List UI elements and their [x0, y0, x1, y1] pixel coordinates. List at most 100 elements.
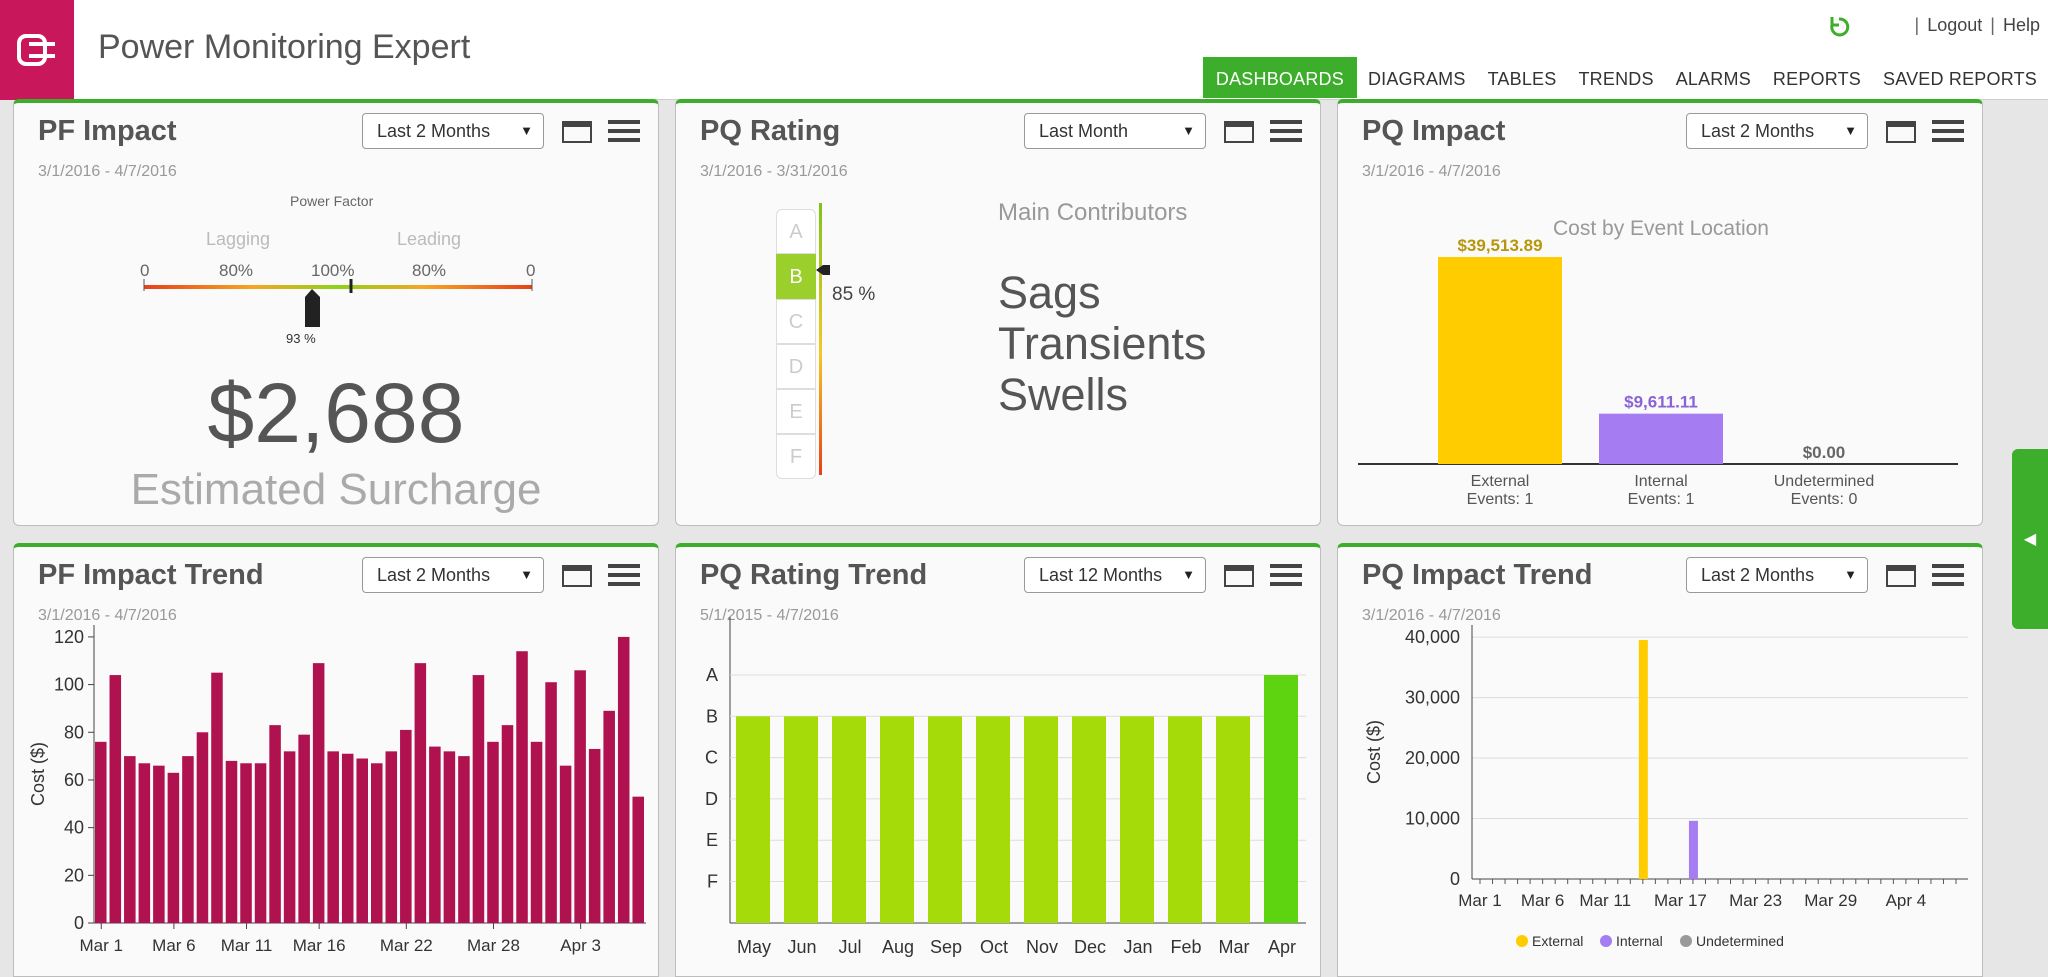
date-range: 3/1/2016 - 4/7/2016 — [1362, 607, 1501, 624]
period-select[interactable]: Last Month ▼ — [1024, 113, 1206, 149]
x-tick-label: Jun — [787, 937, 816, 957]
bar — [1264, 675, 1298, 923]
period-select[interactable]: Last 12 Months ▼ — [1024, 557, 1206, 593]
x-tick-label: Feb — [1170, 937, 1201, 957]
x-tick-label: Dec — [1074, 937, 1106, 957]
chart-title: Cost by Event Location — [1553, 217, 1769, 240]
maximize-icon[interactable] — [562, 565, 592, 587]
app-logo[interactable] — [0, 0, 74, 100]
nav-reports[interactable]: REPORTS — [1772, 69, 1862, 89]
panel-title: PQ Rating Trend — [700, 559, 928, 591]
bar — [487, 741, 499, 923]
bar — [225, 760, 238, 923]
period-select[interactable]: Last 2 Months ▼ — [1686, 557, 1868, 593]
legend-label: External — [1532, 933, 1583, 949]
category-sublabel: Events: 1 — [1628, 491, 1695, 508]
help-link[interactable]: Help — [2002, 15, 2040, 35]
bar — [109, 675, 122, 923]
bar — [880, 716, 914, 923]
chevron-down-icon: ▼ — [1182, 123, 1195, 138]
bar — [95, 741, 107, 923]
period-select[interactable]: Last 2 Months ▼ — [1686, 113, 1868, 149]
separator: | — [1990, 15, 1995, 35]
pq-impact-panel: PQ Impact Last 2 Months ▼ 3/1/2016 - 4/7… — [1337, 99, 1983, 526]
x-tick-label: Jan — [1123, 937, 1152, 957]
chevron-down-icon: ▼ — [1844, 123, 1857, 138]
x-tick-label: Oct — [980, 937, 1008, 957]
maximize-icon[interactable] — [1886, 565, 1916, 587]
y-axis-label: Cost ($) — [28, 742, 48, 806]
grade-c: C — [776, 299, 816, 344]
bar — [530, 741, 543, 923]
menu-icon[interactable] — [1270, 564, 1302, 586]
y-tick-label: 30,000 — [1405, 688, 1460, 708]
surcharge-caption: Estimated Surcharge — [130, 465, 542, 514]
y-tick-label: C — [705, 748, 718, 768]
maximize-icon[interactable] — [562, 121, 592, 143]
bar — [124, 756, 136, 923]
chevron-left-icon: ◀ — [2023, 531, 2037, 548]
x-tick-label: Mar 29 — [1804, 891, 1857, 910]
grade-d: D — [776, 344, 816, 389]
maximize-icon[interactable] — [1224, 565, 1254, 587]
menu-icon[interactable] — [608, 120, 640, 142]
date-range: 5/1/2015 - 4/7/2016 — [700, 607, 839, 624]
main-contributors-title: Main Contributors — [998, 199, 1188, 226]
bar — [574, 670, 586, 923]
bar — [516, 651, 528, 923]
x-tick-label: Mar 11 — [221, 936, 273, 955]
x-tick-label: Apr 3 — [560, 936, 601, 955]
menu-icon[interactable] — [1270, 120, 1302, 142]
y-tick-label: 0 — [1450, 869, 1460, 889]
x-tick-label: Mar 16 — [293, 936, 346, 955]
chevron-down-icon: ▼ — [520, 123, 533, 138]
period-select-value: Last Month — [1039, 121, 1129, 141]
sidebar-toggle[interactable]: ◀ — [2012, 449, 2048, 629]
pf-impact-panel: PF Impact Last 2 Months ▼ 3/1/2016 - 4/7… — [13, 99, 659, 526]
period-select[interactable]: Last 2 Months ▼ — [362, 113, 544, 149]
x-tick-label: Mar 6 — [1521, 891, 1564, 910]
y-tick-label: 100 — [54, 675, 84, 695]
bar — [976, 716, 1010, 923]
y-tick-label: A — [706, 665, 718, 685]
nav-diagrams[interactable]: DIAGRAMS — [1367, 69, 1466, 89]
bar — [1072, 716, 1106, 923]
category-label: External — [1471, 473, 1530, 490]
x-tick-label: Mar 11 — [1579, 891, 1631, 910]
bar — [545, 682, 557, 923]
nav-trends[interactable]: TRENDS — [1578, 69, 1654, 89]
rating-scale-line — [816, 203, 830, 475]
maximize-icon[interactable] — [1886, 121, 1916, 143]
header: Power Monitoring Expert | Logout | Help … — [0, 0, 2048, 100]
grade-a: A — [776, 209, 816, 254]
bar — [298, 734, 310, 923]
gauge-tick: 80% — [412, 261, 447, 280]
gauge-tick: 80% — [219, 261, 254, 280]
menu-icon[interactable] — [1932, 564, 1964, 586]
y-tick-label: 40,000 — [1405, 627, 1460, 647]
period-select-value: Last 2 Months — [1701, 565, 1815, 585]
y-tick-label: 0 — [74, 913, 84, 933]
logout-link[interactable]: Logout — [1927, 15, 1983, 35]
nav-saved-reports[interactable]: SAVED REPORTS — [1883, 69, 2037, 89]
gauge-lagging-label: Lagging — [206, 229, 271, 249]
menu-icon[interactable] — [1932, 120, 1964, 142]
bar-value-label: $9,611.11 — [1624, 393, 1698, 412]
nav-dashboards[interactable]: DASHBOARDS — [1202, 57, 1357, 98]
nav-tables[interactable]: TABLES — [1487, 69, 1557, 89]
period-select[interactable]: Last 2 Months ▼ — [362, 557, 544, 593]
bar — [341, 753, 354, 923]
grade-e: E — [776, 389, 816, 434]
legend-label: Internal — [1616, 933, 1663, 949]
pq-rating-trend-panel: PQ Rating Trend Last 12 Months ▼ 5/1/201… — [675, 543, 1321, 977]
refresh-icon[interactable] — [1828, 14, 1850, 40]
y-tick-label: B — [706, 706, 718, 726]
nav-alarms[interactable]: ALARMS — [1675, 69, 1751, 89]
bar — [371, 763, 383, 923]
gauge-tick: 0 — [140, 261, 150, 280]
menu-icon[interactable] — [608, 564, 640, 586]
maximize-icon[interactable] — [1224, 121, 1254, 143]
bar — [385, 751, 398, 923]
category-sublabel: Events: 1 — [1467, 491, 1534, 508]
bar — [167, 772, 180, 923]
